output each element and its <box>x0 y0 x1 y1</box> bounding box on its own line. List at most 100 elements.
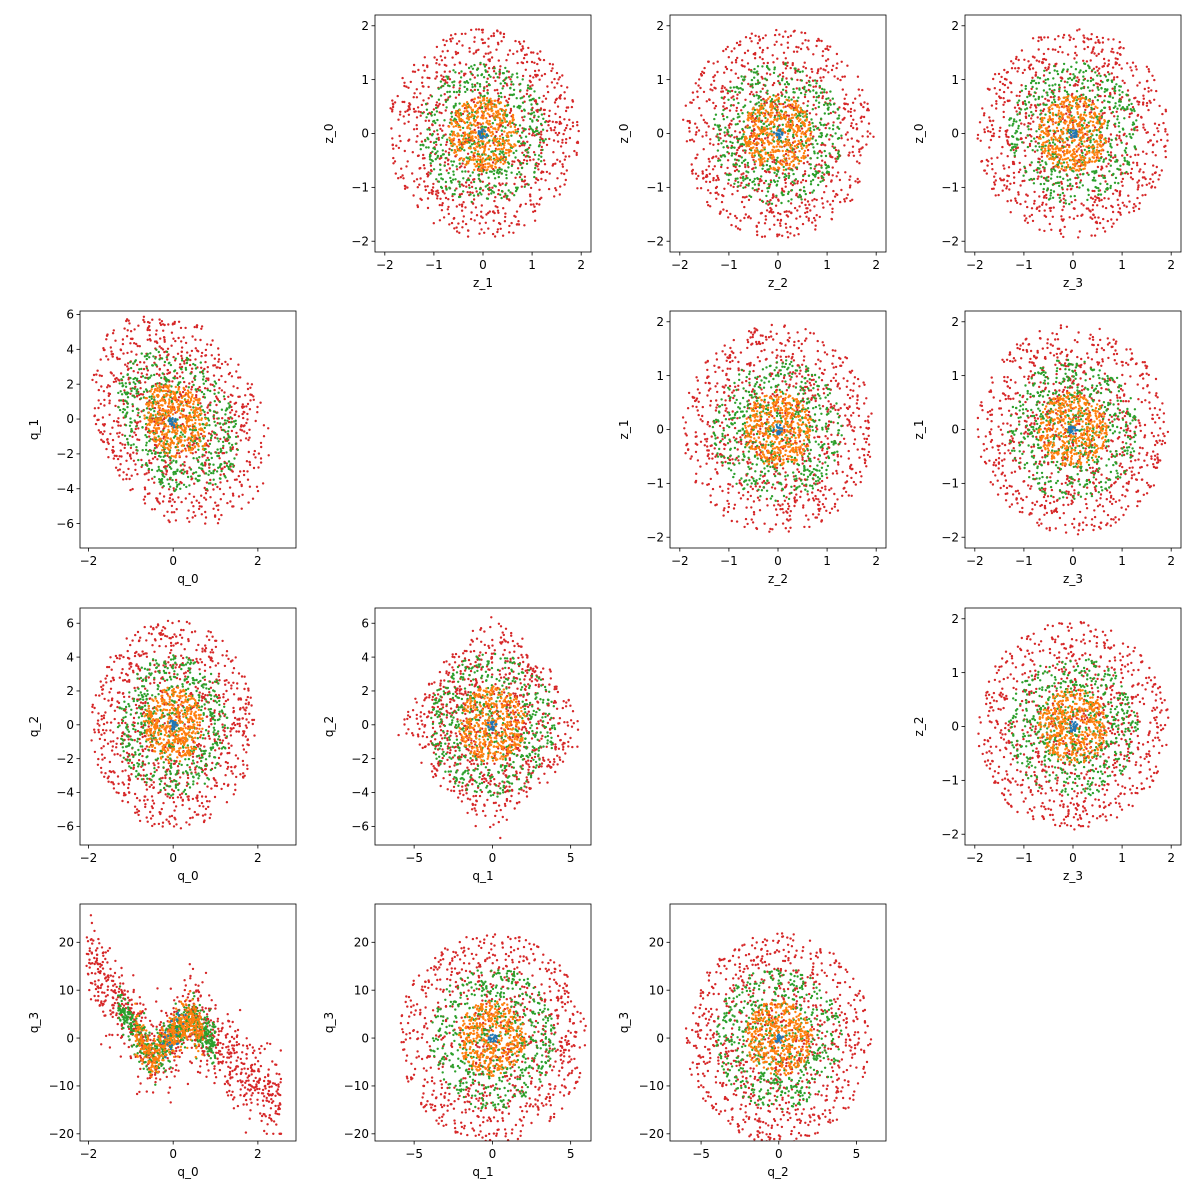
scatter-point <box>810 67 813 71</box>
scatter-point <box>756 82 760 86</box>
scatter-point <box>489 97 492 101</box>
scatter-point <box>799 107 802 110</box>
scatter-point <box>764 152 767 156</box>
scatter-point <box>505 177 508 180</box>
scatter-point <box>872 135 875 138</box>
scatter-point <box>994 179 997 182</box>
scatter-point <box>500 189 504 193</box>
scatter-point <box>1007 166 1011 169</box>
scatter-point <box>1151 74 1154 78</box>
scatter-point <box>1062 33 1066 37</box>
scatter-point <box>459 195 462 198</box>
scatter-point <box>1142 94 1145 97</box>
scatter-point <box>529 203 533 206</box>
scatter-point <box>533 90 536 93</box>
scatter-point <box>761 87 764 91</box>
scatter-point <box>769 180 773 184</box>
scatter-point <box>451 194 454 198</box>
scatter-point <box>741 59 744 62</box>
scatter-point <box>861 88 864 92</box>
scatter-point <box>826 58 830 61</box>
scatter-point <box>827 122 830 125</box>
scatter-point <box>735 41 739 45</box>
scatter-point <box>790 144 793 147</box>
scatter-point <box>1094 195 1097 198</box>
scatter-point <box>1114 57 1117 60</box>
scatter-point <box>793 154 796 157</box>
scatter-point <box>744 213 747 216</box>
scatter-point <box>505 59 508 62</box>
scatter-point <box>988 88 991 91</box>
scatter-point <box>499 121 502 124</box>
scatter-point <box>532 158 535 161</box>
scatter-point <box>771 138 774 141</box>
scatter-point <box>484 117 488 120</box>
scatter-point <box>402 177 405 180</box>
scatter-point <box>1084 69 1088 73</box>
scatter-point <box>469 121 472 125</box>
scatter-point <box>1006 70 1009 74</box>
scatter-point <box>516 140 520 143</box>
scatter-point <box>791 63 794 67</box>
scatter-point <box>1096 165 1100 169</box>
scatter-point <box>468 186 471 189</box>
scatter-point <box>804 67 808 70</box>
scatter-point <box>1024 112 1028 115</box>
scatter-point <box>555 71 559 75</box>
scatter-point <box>731 146 734 149</box>
scatter-point <box>465 117 469 120</box>
scatter-point <box>830 68 834 72</box>
scatter-point <box>1120 67 1123 70</box>
scatter-point <box>502 195 506 198</box>
scatter-point <box>464 206 467 209</box>
scatter-point <box>804 211 807 215</box>
scatter-point <box>1126 153 1129 157</box>
scatter-point <box>771 107 774 110</box>
scatter-point <box>415 116 419 119</box>
scatter-point <box>795 107 798 110</box>
scatter-point <box>1120 180 1123 183</box>
scatter-point <box>1122 47 1125 50</box>
scatter-point <box>787 35 790 39</box>
scatter-point <box>1024 115 1028 118</box>
scatter-point <box>451 198 455 202</box>
scatter-point <box>854 180 857 183</box>
y-tick-label: −2 <box>351 234 369 248</box>
scatter-point <box>1086 37 1089 40</box>
scatter-point <box>461 220 465 223</box>
scatter-point <box>805 74 808 77</box>
scatter-point <box>806 104 809 108</box>
scatter-point <box>434 121 437 125</box>
scatter-point <box>729 140 732 144</box>
scatter-point <box>504 66 507 70</box>
scatter-point <box>1012 62 1015 65</box>
scatter-point <box>1019 202 1022 206</box>
scatter-point <box>720 87 724 90</box>
scatter-point <box>1062 62 1066 66</box>
scatter-point <box>725 88 728 91</box>
scatter-point <box>825 91 828 94</box>
scatter-point <box>827 171 830 174</box>
scatter-point <box>801 110 804 114</box>
scatter-point <box>742 120 745 123</box>
scatter-point <box>1061 208 1064 212</box>
scatter-point <box>776 235 779 238</box>
scatter-point <box>1020 49 1024 52</box>
scatter-point <box>771 54 774 57</box>
scatter-point <box>736 227 740 230</box>
scatter-point <box>1031 55 1035 58</box>
scatter-point <box>786 64 789 68</box>
scatter-point <box>518 171 521 174</box>
scatter-point <box>407 120 410 124</box>
scatter-point <box>495 130 498 134</box>
scatter-point <box>458 185 462 188</box>
scatter-point <box>766 190 770 193</box>
scatter-point <box>552 151 555 154</box>
scatter-point <box>440 209 444 212</box>
scatter-point <box>1038 60 1041 63</box>
scatter-point <box>1130 128 1133 131</box>
scatter-point <box>777 97 780 100</box>
scatter-point <box>521 47 525 50</box>
scatter-point <box>1096 69 1099 72</box>
scatter-point <box>443 164 446 167</box>
